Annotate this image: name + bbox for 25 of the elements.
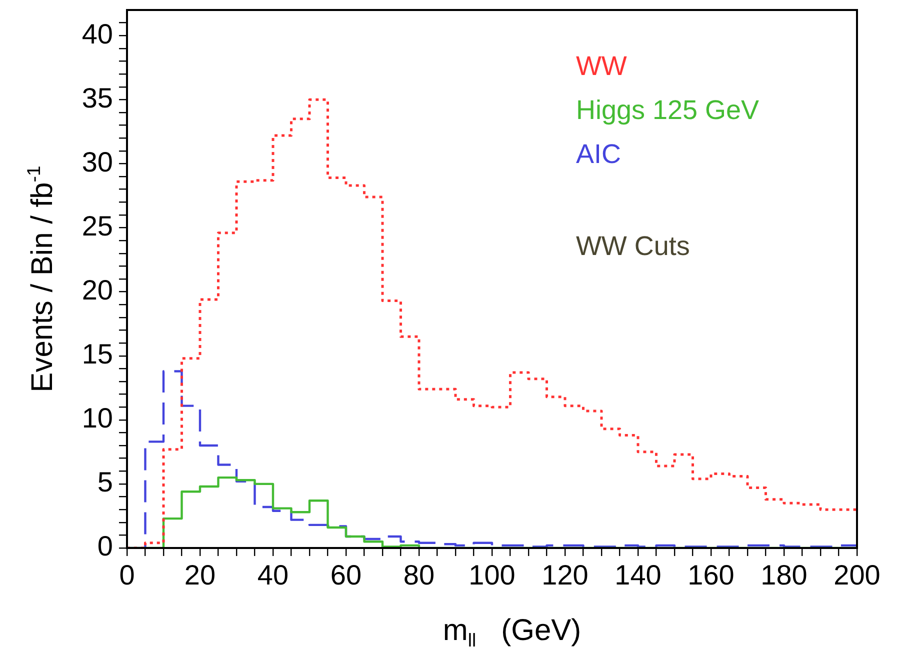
x-tick-label: 180	[760, 560, 808, 591]
x-tick-label: 100	[468, 560, 516, 591]
x-tick-label: 40	[257, 560, 289, 591]
x-tick-label: 200	[834, 560, 880, 591]
y-tick-label: 30	[82, 146, 113, 178]
text: AIC	[576, 139, 621, 169]
x-tick-label: 60	[330, 560, 362, 591]
text: WW	[576, 51, 628, 81]
x-tick-label: 120	[542, 560, 588, 591]
x-tick-label: 140	[614, 560, 662, 591]
y-axis-title: Events / Bin / fb-1	[23, 166, 59, 392]
y-tick-label: 35	[82, 82, 113, 114]
y-tick-label: 5	[97, 466, 113, 498]
annotation: WW Cuts	[576, 231, 690, 261]
x-tick-label: 160	[688, 560, 734, 591]
y-tick-label: 20	[82, 274, 113, 306]
y-tick-label: 25	[82, 210, 113, 242]
x-tick-label: 0	[119, 560, 135, 591]
y-tick-label: 0	[97, 530, 113, 562]
text: Higgs 125 GeV	[576, 95, 760, 125]
x-tick-label: 20	[184, 560, 216, 591]
y-tick-label: 15	[82, 338, 113, 370]
y-tick-label: 40	[82, 18, 113, 50]
y-tick-label: 10	[82, 402, 113, 434]
x-tick-label: 80	[403, 560, 435, 591]
